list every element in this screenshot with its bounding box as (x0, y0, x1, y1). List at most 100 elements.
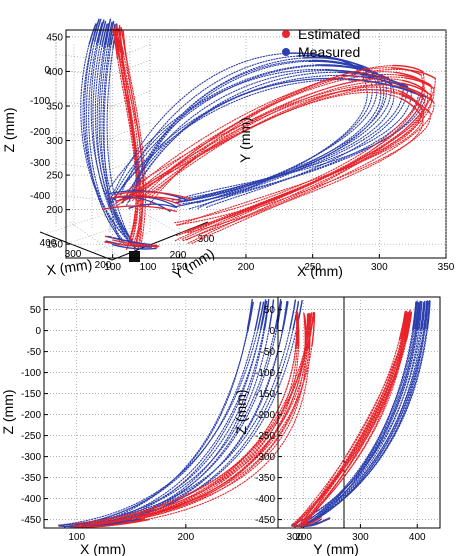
pxy-measured-outbound (107, 79, 420, 207)
pyz-measured-trajectory-solid (424, 300, 428, 330)
pxz-ytick: 0 (35, 326, 41, 337)
p3d-xtick: 300 (65, 249, 82, 260)
pxy-ytick: 450 (46, 32, 63, 43)
pyz-estimated-trajectory (301, 310, 411, 525)
pyz-estimated-trajectory (305, 312, 410, 525)
pxz-ytick: -50 (27, 347, 42, 358)
p3d-floor-axes (39, 221, 209, 261)
pyz-measured-trajectory-solid (415, 302, 420, 330)
pxy-estimated-return (182, 115, 424, 242)
pyz-measured-trajectory-solid (413, 301, 418, 329)
pyz-xtick: 400 (409, 532, 426, 543)
pxy-ytick: 300 (46, 136, 63, 147)
pxz-measured-trajectory-solid (260, 299, 267, 329)
panel-yz: 200 300 400500-50-100-150-200-250-300-350-… (233, 296, 441, 556)
pxy-estimated-return (176, 108, 425, 227)
pxy-ytick: 150 (46, 240, 63, 251)
panel-xy: 100 150 200 250 300 350150200250300350400450 … (46, 26, 454, 279)
pxz-estimated-trajectory (108, 312, 313, 527)
pyz-measured-trajectory (303, 301, 417, 528)
pyz-measured-trajectory-solid (421, 300, 426, 330)
p3d-measured-trajectory (82, 22, 135, 248)
pyz-measured-trajectory-solid (418, 301, 423, 331)
pxz-frame (43, 296, 345, 529)
pxz-ytick: -350 (21, 473, 41, 484)
pxy-estimated-outbound-solid (401, 79, 428, 93)
p3d-measured-trajectory-solid (106, 22, 113, 48)
pxy-trajectories (101, 52, 436, 245)
pyz-estimated-trajectory (300, 310, 407, 526)
pyz-estimated-trajectory (292, 310, 407, 525)
pyz-estimated-trajectory-solid (400, 310, 407, 340)
pyz-measured-trajectory (302, 299, 428, 527)
p3d-measured-trajectory-solid (101, 23, 108, 47)
pyz-xlabel: Y (mm) (313, 541, 359, 556)
p3d-estimated-trajectory (119, 30, 138, 251)
pxz-estimated-trajectory (81, 315, 307, 527)
pxz-xlabel: X (mm) (80, 541, 126, 556)
p3d-measured-trajectory (96, 22, 136, 249)
pyz-measured-trajectory-solid (420, 302, 425, 330)
pxz-xtick: 200 (177, 532, 194, 543)
legend: Estimated Measured (282, 26, 360, 60)
pxy-estimated-outbound-solid (401, 94, 431, 114)
pxy-measured-return (197, 68, 378, 204)
p3d-estimated-trajectory-solid (111, 27, 120, 54)
pyz-ticks: 200 300 400500-50-100-150-200-250-300-350-… (255, 305, 426, 543)
pxz-estimated-trajectory-solid (295, 312, 299, 347)
p3d-gridline-z (55, 132, 111, 139)
origin-marker (129, 251, 140, 262)
p3d-measured-trajectory-solid (103, 23, 110, 50)
p3d-measured-trajectory (100, 21, 131, 245)
pxy-xtick: 200 (238, 262, 255, 273)
p3d-ytick: 300 (198, 234, 215, 245)
pyz-grid (277, 296, 441, 529)
pyz-ytick: -200 (255, 410, 275, 421)
pxz-measured-trajectory-solid (268, 299, 275, 330)
pxz-estimated-trajectory (88, 312, 315, 527)
pxz-xtick: 300 (287, 532, 304, 543)
pxy-start-cluster (113, 191, 192, 200)
pxy-estimated-outbound (142, 86, 421, 201)
pyz-ytick: -450 (255, 515, 275, 526)
p3d-measured-trajectory-solid (88, 23, 97, 45)
pyz-ytick: -100 (255, 368, 275, 379)
pyz-xtick: 300 (352, 532, 369, 543)
pxz-measured-trajectory (84, 300, 282, 527)
pxy-estimated-outbound (132, 78, 428, 201)
p3d-measured-trajectory (98, 18, 135, 246)
p3d-ztick: 0 (44, 65, 50, 76)
p3d-estimated-trajectory (120, 27, 147, 248)
panel-3d: 0 -100 -200 -300 -400 Z (mm) 400 300 200… (1, 18, 217, 283)
p3d-estimated-trajectory (111, 26, 145, 248)
legend-estimated-marker (282, 30, 290, 38)
pxy-ytick: 200 (46, 205, 63, 216)
pxz-measured-trajectory-solid (281, 300, 288, 331)
p3d-estimated-trajectory (113, 33, 137, 246)
pyz-estimated-trajectory (294, 311, 406, 525)
pxy-ytick: 400 (46, 67, 63, 78)
pyz-measured-trajectory (300, 300, 431, 528)
p3d-estimated-trajectory-solid (117, 27, 125, 55)
pxz-measured-trajectory (90, 298, 282, 527)
pyz-measured-trajectory (297, 300, 418, 528)
pyz-estimated-trajectory (302, 311, 410, 527)
pxz-ytick: -450 (21, 515, 41, 526)
pyz-ytick: -400 (255, 494, 275, 505)
pyz-ylabel: Z (mm) (233, 389, 249, 434)
pyz-estimated-trajectory (301, 311, 409, 525)
p3d-gridline-z (55, 54, 111, 61)
p3d-estimated-trajectory (115, 26, 141, 251)
p3d-ztick: -100 (30, 96, 50, 107)
pyz-estimated-trajectory (293, 311, 408, 526)
pyz-ytick: -50 (261, 347, 276, 358)
pxz-estimated-trajectory-solid (311, 312, 316, 347)
pxy-estimated-outbound-solid (399, 74, 432, 86)
pxz-estimated-trajectory-solid (296, 311, 300, 349)
pxz-estimated-trajectory (86, 311, 300, 525)
pxy-xtick: 100 (104, 262, 121, 273)
pyz-ytick: 0 (269, 326, 275, 337)
p3d-measured-trajectory (103, 23, 122, 245)
legend-measured-marker (282, 48, 290, 56)
